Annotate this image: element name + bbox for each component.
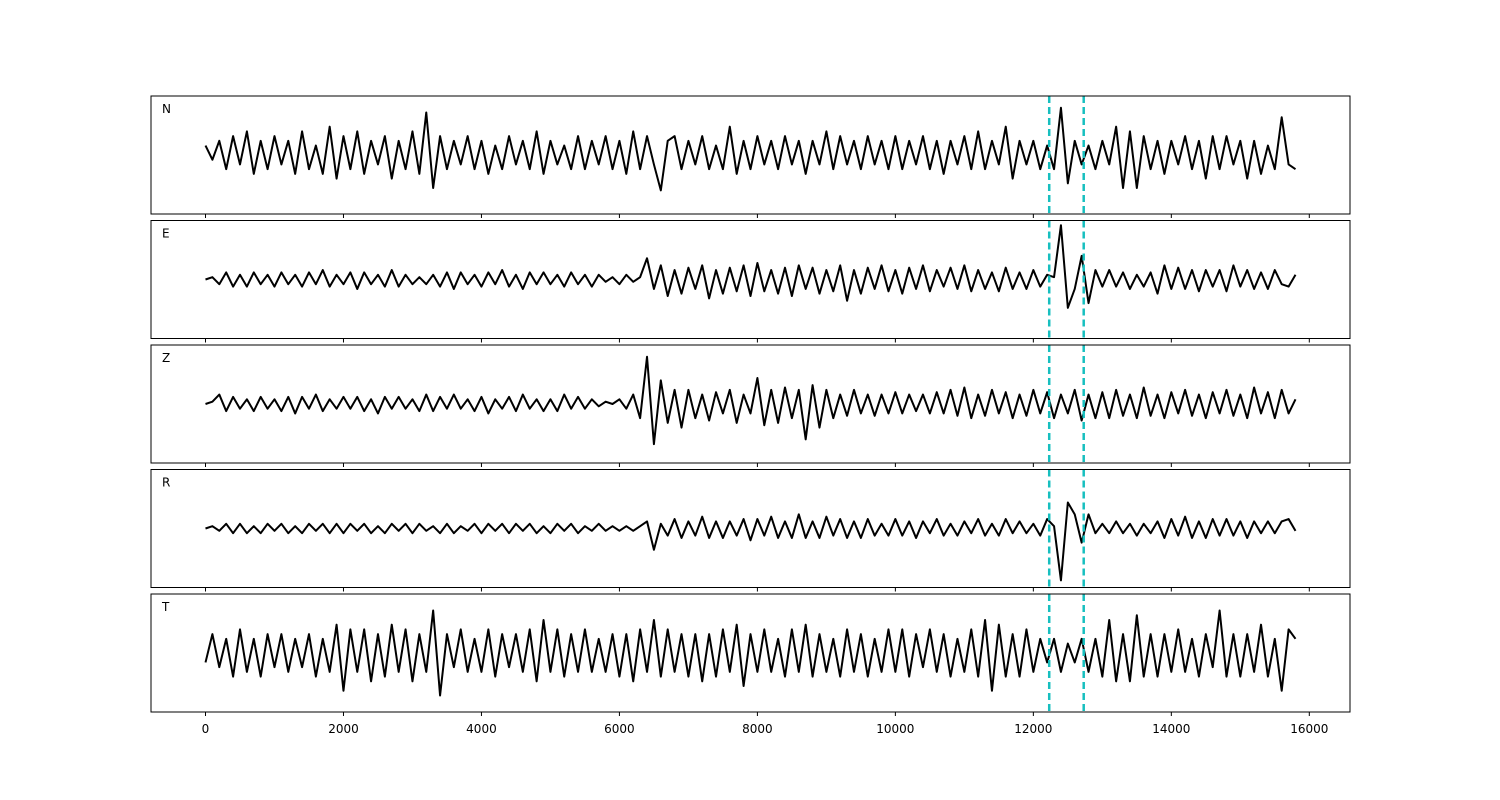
x-tick-label: 2000 — [328, 722, 359, 736]
x-tick-label: 14000 — [1152, 722, 1190, 736]
x-tick-label: 12000 — [1014, 722, 1052, 736]
panel-frame — [150, 469, 1351, 588]
trace — [205, 355, 1297, 446]
trace — [204, 106, 1297, 192]
panel-label: E — [162, 227, 170, 241]
x-tick-label: 0 — [202, 722, 210, 736]
trace — [204, 609, 1297, 697]
x-tick-label: 10000 — [876, 722, 914, 736]
x-tick-label: 8000 — [742, 722, 773, 736]
panel-frame — [150, 220, 1351, 339]
trace — [205, 224, 1297, 309]
panel-frame — [150, 95, 1351, 215]
panel-label: T — [161, 600, 170, 614]
panel-frame — [150, 593, 1351, 713]
panel-label: Z — [162, 351, 170, 365]
panel-label: N — [162, 102, 171, 116]
x-tick-label: 4000 — [466, 722, 497, 736]
panel-label: R — [162, 476, 170, 490]
trace — [205, 501, 1297, 582]
x-tick-label: 16000 — [1290, 722, 1328, 736]
panel-frame — [150, 344, 1351, 464]
x-tick-label: 6000 — [604, 722, 635, 736]
